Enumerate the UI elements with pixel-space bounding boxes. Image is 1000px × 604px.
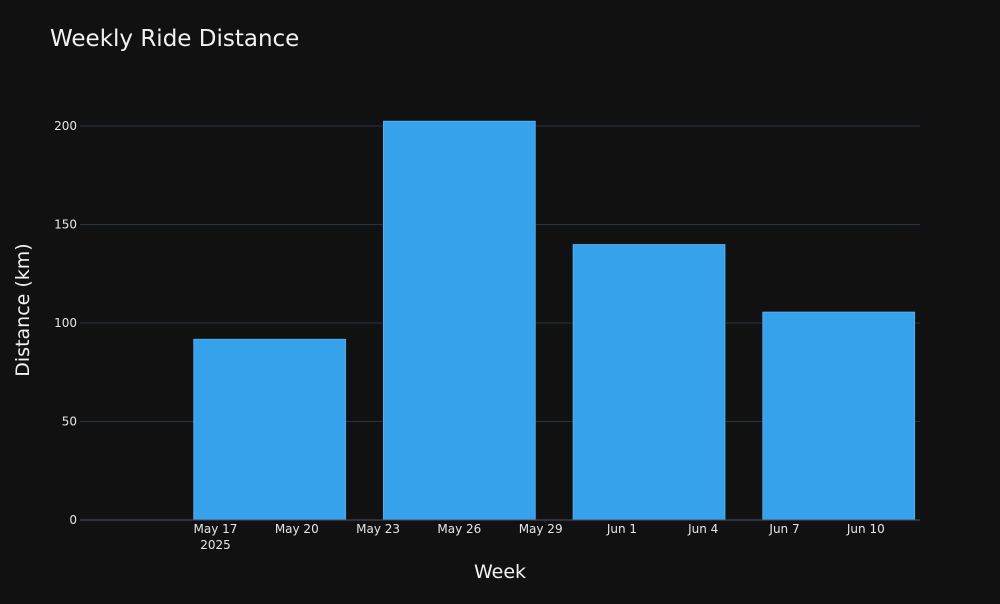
bar-1[interactable] [382,120,536,521]
bar-0[interactable] [193,338,347,521]
y-axis-title: Distance (km) [12,243,34,376]
y-tick-label: 50 [62,415,77,429]
bar-3[interactable] [762,311,916,521]
y-tick-label: 100 [54,316,77,330]
x-tick-label: May 26 [437,522,481,536]
x-tick-label: Jun 10 [846,522,885,536]
x-tick-label: Jun 7 [768,522,799,536]
x-tick-label: Jun 1 [606,522,637,536]
x-tick-label: May 29 [519,522,563,536]
y-tick-label: 200 [54,119,77,133]
bar-layer [193,120,916,521]
y-tick-label: 150 [54,218,77,232]
x-tick-label: May 20 [275,522,319,536]
x-tick-sublabel: 2025 [200,538,231,552]
chart-title: Weekly Ride Distance [50,26,300,52]
bar-2[interactable] [572,244,726,521]
x-tick-label: Jun 4 [687,522,718,536]
x-tick-label: May 17 [194,522,238,536]
x-axis-title: Week [474,561,526,583]
y-tick-label: 0 [69,513,77,527]
x-tick-label: May 23 [356,522,400,536]
axis-layer: 0 50 100 150 200 May 17 2025 May 20 May 23 May 26… [54,119,920,552]
